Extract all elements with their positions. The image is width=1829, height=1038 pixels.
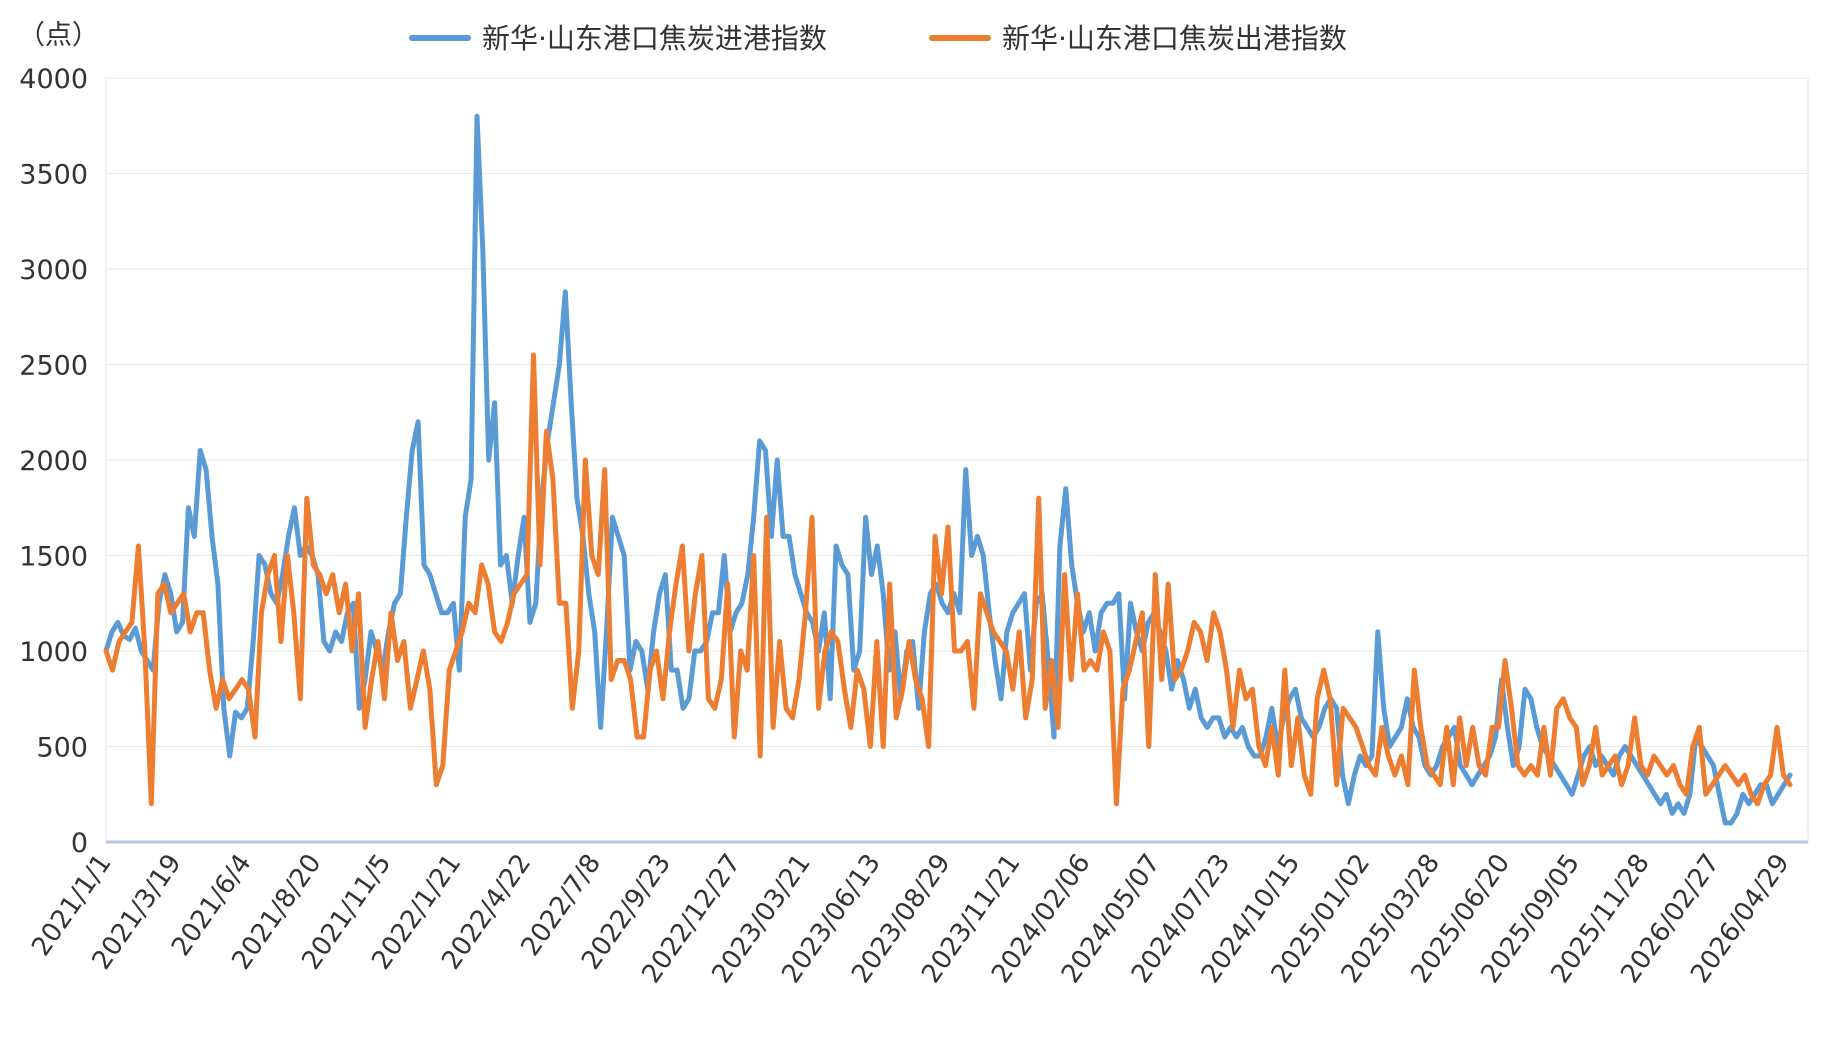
legend-label-2: 新华·山东港口焦炭出港指数 [1002, 22, 1347, 55]
y-tick-label: 1500 [19, 542, 88, 573]
y-tick-label: 0 [71, 828, 88, 859]
y-tick-label: 2500 [19, 351, 88, 382]
y-tick-label: 500 [36, 733, 88, 764]
series-line-1 [103, 113, 1793, 826]
y-axis-unit: （点） [18, 20, 99, 51]
y-tick-label: 3000 [19, 255, 88, 286]
legend-label-1: 新华·山东港口焦炭进港指数 [482, 22, 827, 55]
y-tick-label: 4000 [19, 64, 88, 95]
y-tick-label: 3500 [19, 160, 88, 191]
x-axis-ticks: 2021/1/12021/3/192021/6/42021/8/202021/1… [26, 849, 1796, 989]
y-axis-ticks: 0 500 1000 1500 2000 2500 3000 3500 4000 [19, 64, 88, 859]
legend: 新华·山东港口焦炭进港指数 新华·山东港口焦炭出港指数 [409, 22, 1347, 55]
y-tick-label: 1000 [19, 637, 88, 668]
series-lines [103, 113, 1793, 826]
y-tick-label: 2000 [19, 446, 88, 477]
series-line-2 [103, 352, 1793, 807]
